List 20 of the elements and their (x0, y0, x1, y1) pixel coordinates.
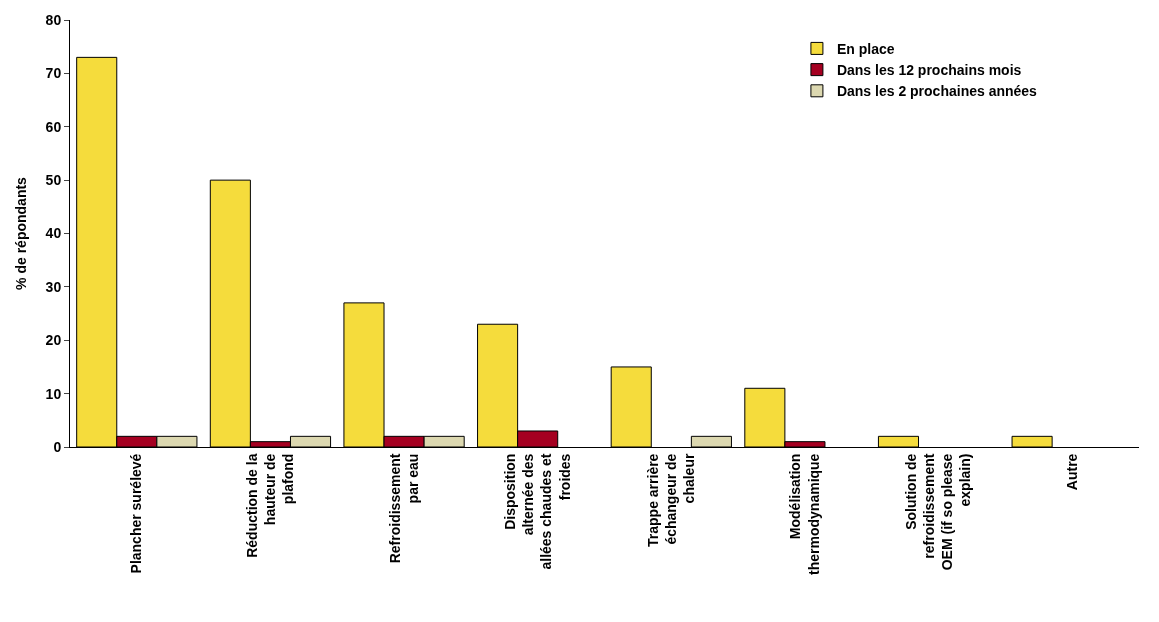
x-tick-label: Plancher surélevé (128, 453, 145, 574)
y-tick-label: 0 (53, 438, 62, 455)
x-tick-label: Autre (1063, 453, 1080, 491)
x-tick-label: Refroidissement par eau (386, 453, 421, 564)
legend-label: Dans les 12 prochains mois (836, 62, 1022, 79)
y-tick-label: 80 (45, 11, 62, 28)
y-tick-label: 70 (45, 65, 62, 82)
y-tick-label: 40 (45, 225, 62, 242)
y-tick-label: 20 (45, 332, 62, 349)
y-tick-label: 50 (45, 172, 62, 189)
x-tick-label: Disposition alternée des allées chaudes et froides (501, 453, 573, 570)
y-tick-label: 30 (45, 278, 62, 295)
x-tick-label: Réduction de la hauteur de plafond (243, 453, 297, 558)
y-axis-title: % de répondants (13, 176, 30, 290)
y-tick-label: 10 (45, 385, 62, 402)
x-tick-label: Solution de refroidissement OEM (if so please explain) (902, 453, 974, 571)
legend-label: Dans les 2 prochaines années (836, 83, 1038, 100)
y-tick-label: 60 (45, 118, 62, 135)
legend-label: En place (836, 40, 895, 57)
x-tick-label: Trappe arrière échangeur de chaleur (644, 453, 698, 547)
